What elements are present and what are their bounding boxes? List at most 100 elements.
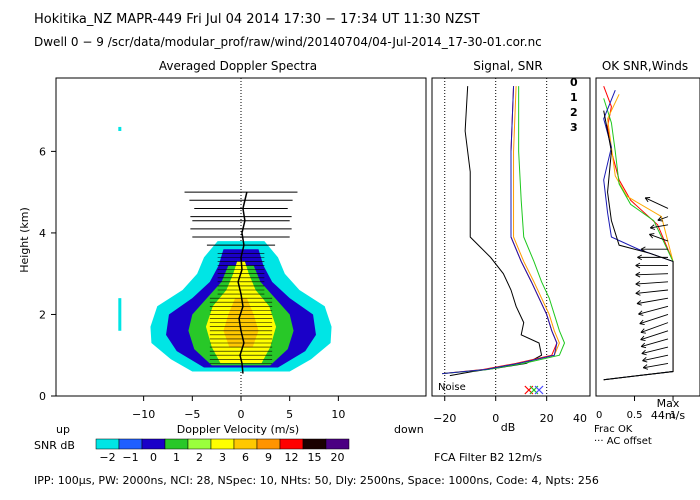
wind-barb-head-9 (635, 290, 641, 296)
winds-x-ticks: 0.5 1 (627, 396, 676, 421)
wind-barb-13 (640, 322, 669, 333)
winds-legend: 0 1 2 3 (570, 76, 578, 134)
wind-barb-head-15 (640, 342, 647, 349)
signal-panel: Signal, SNR −20 0 20 dB 40 Noise (431, 59, 591, 434)
colorbar-label: SNR dB (34, 439, 75, 452)
wind-barb-2 (650, 224, 669, 229)
spectra-plot-area (118, 78, 332, 396)
spectra-ytick-label: 0 (39, 390, 46, 403)
spectra-xtick-label: −5 (184, 408, 200, 421)
signal-extra-tick: 40 (573, 412, 587, 425)
noise-label: Noise (438, 382, 466, 393)
spectra-xtick-label: −10 (132, 408, 155, 421)
wind-barb-head-3 (649, 233, 655, 239)
signal-x-label: dB (501, 421, 516, 434)
wind-barb-head-5 (637, 254, 643, 261)
wind-barb-12 (639, 314, 669, 325)
legend-entry-3: 3 (570, 121, 578, 134)
signal-series-snr-1 (442, 86, 560, 375)
wind-barb-head-16 (641, 349, 647, 356)
signal-xtick-label: 0 (492, 412, 499, 425)
signal-x-ticks: −20 0 20 (433, 396, 554, 425)
frac-ok-label: Frac OK (594, 424, 633, 435)
wind-barb-14 (640, 330, 669, 341)
wind-barb-7 (635, 273, 669, 276)
wind-barb-head-4 (640, 246, 646, 253)
spectra-x-label: Doppler Velocity (m/s) (177, 423, 299, 436)
colorbar-cell-5 (210, 438, 235, 450)
colorbar-level-9: 15 (308, 451, 322, 464)
frac-ok-series-0 (603, 85, 674, 381)
colorbar-level-10: 20 (331, 451, 345, 464)
colorbar-cell-1 (118, 438, 143, 450)
signal-series-snr-2 (442, 86, 566, 375)
signal-xtick-label: −20 (433, 412, 456, 425)
spectra-ytick-label: 4 (39, 227, 46, 240)
colorbar-cell-7 (256, 438, 281, 450)
max-label: Max (657, 397, 680, 410)
noise-marker-2 (534, 385, 544, 395)
wind-barb-head-11 (638, 310, 644, 316)
wind-barb-head-17 (642, 357, 648, 363)
header-file-path: Dwell 0 − 9 /scr/data/modular_prof/raw/w… (34, 35, 542, 49)
wind-barb-head-14 (640, 335, 646, 342)
signal-title: Signal, SNR (473, 59, 542, 73)
spectra-panel: Averaged Doppler Spectra −10 −5 0 5 10 0246 … (18, 59, 427, 436)
wind-barb-0 (644, 197, 669, 209)
colorbar-cell-8 (279, 438, 304, 450)
colorbar-level-7: 9 (265, 451, 272, 464)
colorbar-cell-2 (141, 438, 166, 450)
colorbar-cell-10 (325, 438, 350, 450)
signal-series-snr-3 (442, 86, 558, 375)
spectra-ytick-label: 2 (39, 308, 46, 321)
colorbar-cell-3 (164, 438, 189, 450)
wind-barb-3 (649, 233, 669, 242)
spectra-xtick-label: 10 (331, 408, 345, 421)
spectra-xtick-label: 0 (238, 408, 245, 421)
winds-tick-zero: 0 (596, 410, 602, 421)
colorbar-level-1: −1 (122, 451, 138, 464)
wind-barb-11 (638, 305, 669, 315)
wind-barb-head-10 (636, 300, 642, 306)
wind-barb-head-6 (635, 262, 641, 269)
spectra-ytick-label: 6 (39, 145, 46, 158)
legend-entry-1: 1 (570, 91, 578, 104)
spectra-corner-down: down (394, 423, 424, 436)
colorbar-level-5: 3 (219, 451, 226, 464)
wind-barb-head-7 (635, 271, 641, 278)
wind-barb-15 (641, 338, 669, 348)
spectra-speckle-0 (118, 298, 122, 331)
ac-offset-label: ··· AC offset (594, 436, 652, 447)
winds-xtick-label: 0.5 (627, 410, 643, 421)
spectra-title: Averaged Doppler Spectra (159, 59, 317, 73)
wind-barb-head-1 (657, 216, 663, 222)
mean-velocity-profile (237, 191, 248, 374)
signal-series-snr-0 (442, 86, 558, 375)
colorbar-level-2: 0 (150, 451, 157, 464)
colorbar-level-0: −2 (99, 451, 115, 464)
wind-barb-18 (643, 362, 669, 369)
signal-frame (431, 77, 591, 397)
header-title: Hokitika_NZ MAPR-449 Fri Jul 04 2014 17:… (34, 12, 480, 27)
colorbar-cell-9 (302, 438, 327, 450)
colorbar-cell-0 (95, 438, 120, 450)
wind-barb-17 (642, 354, 669, 362)
spectra-x-ticks: −10 −5 0 5 10 (132, 396, 345, 421)
wind-barb-10 (636, 297, 669, 305)
legend-entry-2: 2 (570, 106, 578, 119)
winds-xtick-label: 1 (670, 410, 676, 421)
winds-plot-area (603, 85, 674, 381)
spectra-corner-up: up (56, 423, 70, 436)
spectra-speckle-1 (118, 126, 122, 131)
max-value: 44m/s (651, 409, 685, 422)
wind-barb-head-0 (644, 197, 651, 203)
colorbar-cells (95, 438, 350, 450)
footer-params: IPP: 100μs, PW: 2000ns, NCI: 28, NSpec: … (34, 474, 599, 487)
fca-filter-label: FCA Filter B2 12m/s (434, 451, 542, 464)
colorbar-level-4: 2 (196, 451, 203, 464)
wind-barb-head-12 (639, 319, 645, 326)
signal-xtick-label: 20 (540, 412, 554, 425)
wind-barb-1 (657, 216, 669, 221)
